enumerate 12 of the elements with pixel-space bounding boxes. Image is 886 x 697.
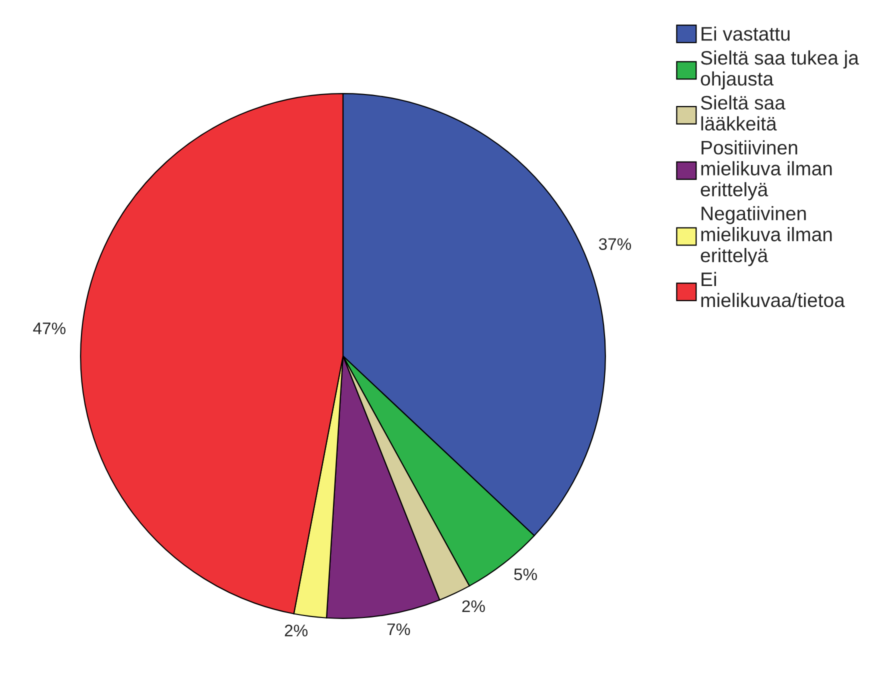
legend-label: Positiivinen mielikuva ilman erittelyä bbox=[700, 140, 832, 200]
data-label: 2% bbox=[284, 624, 308, 636]
legend-label: Negatiivinen mielikuva ilman erittelyä bbox=[700, 206, 832, 266]
legend-label: Ei mielikuvaa/tietoa bbox=[701, 272, 845, 308]
data-label: 37% bbox=[598, 238, 632, 250]
data-label: 7% bbox=[387, 623, 410, 636]
legend-label: Ei vastattu bbox=[702, 26, 790, 41]
data-label: 47% bbox=[33, 322, 66, 334]
legend-label: Sieltä saa lääkkeitä bbox=[700, 95, 786, 131]
legend-label: Sieltä saa tukea ja ohjausta bbox=[700, 50, 859, 90]
data-label: 5% bbox=[514, 568, 537, 580]
data-label: 2% bbox=[462, 600, 485, 612]
